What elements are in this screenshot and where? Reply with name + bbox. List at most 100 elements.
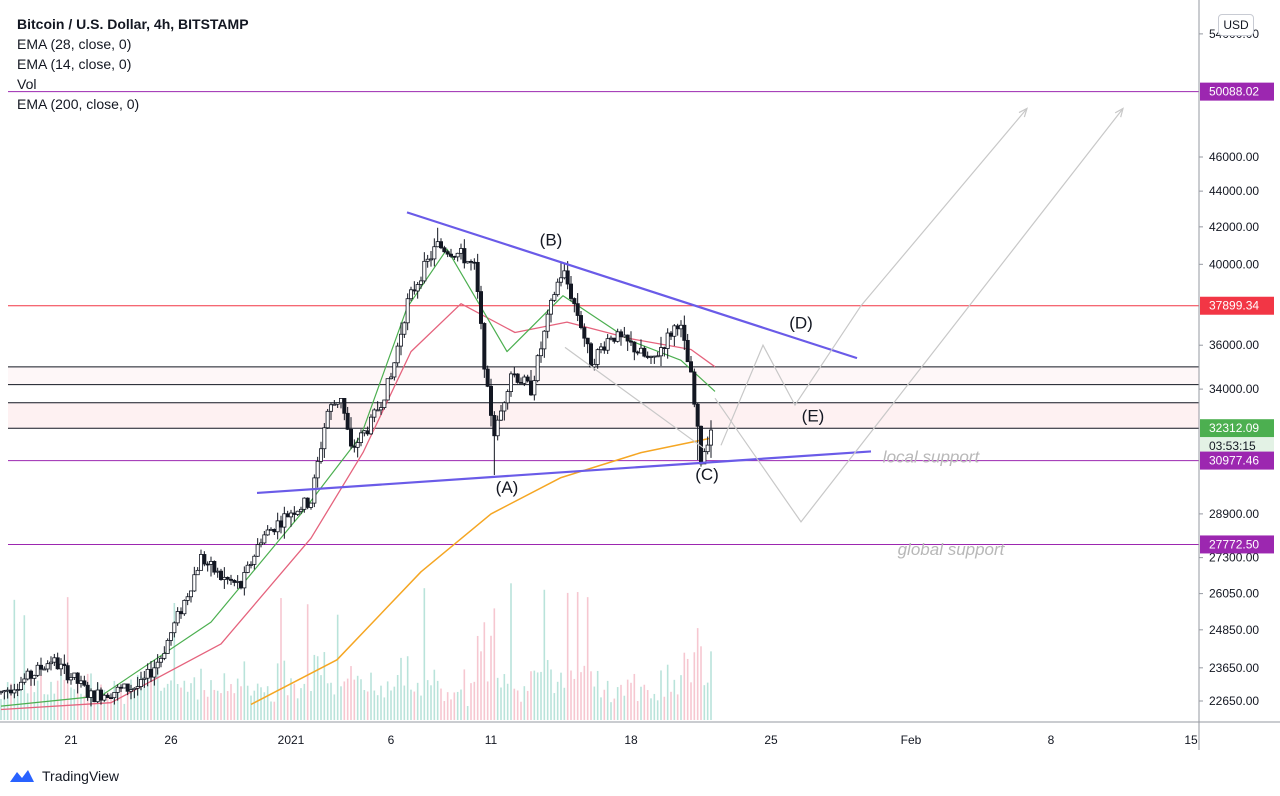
candle-body xyxy=(358,432,363,443)
volume-bar xyxy=(593,686,596,720)
volume-bar xyxy=(206,696,209,720)
candle-body xyxy=(42,668,47,671)
volume-bar xyxy=(120,688,122,720)
volume-bar xyxy=(376,695,379,720)
ema-lines xyxy=(0,248,716,711)
volume-bar xyxy=(356,675,359,720)
candle-body xyxy=(635,351,640,354)
volume-bar xyxy=(393,686,396,720)
volume-histogram xyxy=(0,583,712,720)
candle-body xyxy=(512,373,517,376)
volume-bar xyxy=(476,635,479,720)
footer-brand[interactable]: TradingView xyxy=(8,764,119,788)
candle-body xyxy=(119,686,124,689)
candle-body xyxy=(109,697,114,700)
candle-body xyxy=(235,581,240,583)
candle-body xyxy=(148,668,153,678)
volume-bar xyxy=(540,671,542,720)
candle-body xyxy=(275,520,280,533)
candle-body xyxy=(362,430,367,434)
candle-body xyxy=(595,349,600,365)
candle-body xyxy=(579,315,584,328)
volume-bar xyxy=(556,681,559,720)
volume-bar xyxy=(180,687,182,720)
volume-bar xyxy=(213,689,216,720)
projection-path-drop xyxy=(714,108,1124,523)
candle-body xyxy=(182,600,187,615)
candle-body xyxy=(609,337,614,340)
candle-body xyxy=(175,611,180,624)
volume-bar xyxy=(666,664,669,720)
candle-body xyxy=(585,337,590,345)
candle-body xyxy=(642,347,647,357)
candle-body xyxy=(458,248,463,254)
candle-body xyxy=(462,248,467,264)
volume-bar xyxy=(103,689,106,720)
candle-body xyxy=(59,663,64,670)
price-level-tag-label: 30977.46 xyxy=(1209,454,1259,468)
candle-body xyxy=(649,356,654,358)
price-level-lines xyxy=(8,91,1199,545)
candle-body xyxy=(228,578,233,581)
price-level-tag xyxy=(1200,451,1274,470)
candle-body xyxy=(508,373,513,392)
volume-bar xyxy=(133,687,136,720)
volume-bar xyxy=(280,598,282,720)
volume-bar xyxy=(553,693,556,720)
legend-vol: Vol xyxy=(17,76,37,92)
volume-bar xyxy=(386,681,389,720)
volume-bar xyxy=(40,674,42,720)
price-level-tag xyxy=(1200,82,1274,101)
candle-body xyxy=(8,689,13,694)
candle-body xyxy=(325,410,330,429)
candle-body xyxy=(258,542,263,546)
volume-bar xyxy=(403,685,406,720)
volume-bar xyxy=(636,701,639,720)
volume-bar xyxy=(226,691,229,720)
candle-body xyxy=(128,689,133,692)
x-tick-label: 25 xyxy=(764,733,778,747)
volume-bar xyxy=(443,701,446,720)
volume-bar xyxy=(623,695,626,720)
volume-bar xyxy=(320,675,322,720)
volume-bar xyxy=(80,693,82,720)
y-tick-label: 42000.00 xyxy=(1209,220,1259,234)
candle-body xyxy=(49,661,54,665)
support-annotation: global support xyxy=(898,540,1006,559)
legend-ema28: EMA (28, close, 0) xyxy=(17,36,132,52)
candle-body xyxy=(392,362,397,378)
volume-bar xyxy=(680,675,682,720)
candle-body xyxy=(695,403,700,427)
volume-bar xyxy=(83,695,86,720)
projection-path-d-e xyxy=(720,108,1028,446)
wave-label: (D) xyxy=(789,313,813,332)
legend-ema14: EMA (14, close, 0) xyxy=(17,56,132,72)
price-level-tag-label: 50088.02 xyxy=(1209,85,1259,99)
volume-bar xyxy=(350,666,352,720)
x-tick-label: 8 xyxy=(1048,733,1055,747)
candle-body xyxy=(265,529,270,536)
candle-body xyxy=(435,241,440,248)
y-tick-label: 36000.00 xyxy=(1209,338,1259,352)
x-tick-label: 6 xyxy=(388,733,395,747)
candle-body xyxy=(552,294,557,301)
candle-body xyxy=(555,281,560,296)
volume-bar xyxy=(183,680,186,720)
volume-bar xyxy=(200,668,202,720)
volume-bar xyxy=(413,691,416,720)
price-level-tag-label: 27772.50 xyxy=(1209,537,1259,551)
candle-body xyxy=(702,451,707,465)
candle-body xyxy=(405,298,410,324)
candle-body xyxy=(425,258,430,262)
volume-bar xyxy=(400,657,402,720)
volume-bar xyxy=(440,688,442,720)
volume-bar xyxy=(496,677,499,720)
candle-body xyxy=(82,680,87,686)
currency-button[interactable]: USD xyxy=(1218,14,1254,36)
candle-body xyxy=(448,253,453,257)
volume-bar xyxy=(250,695,252,720)
volume-bar xyxy=(126,689,129,720)
candle-body xyxy=(75,672,80,684)
candle-body xyxy=(52,657,57,663)
